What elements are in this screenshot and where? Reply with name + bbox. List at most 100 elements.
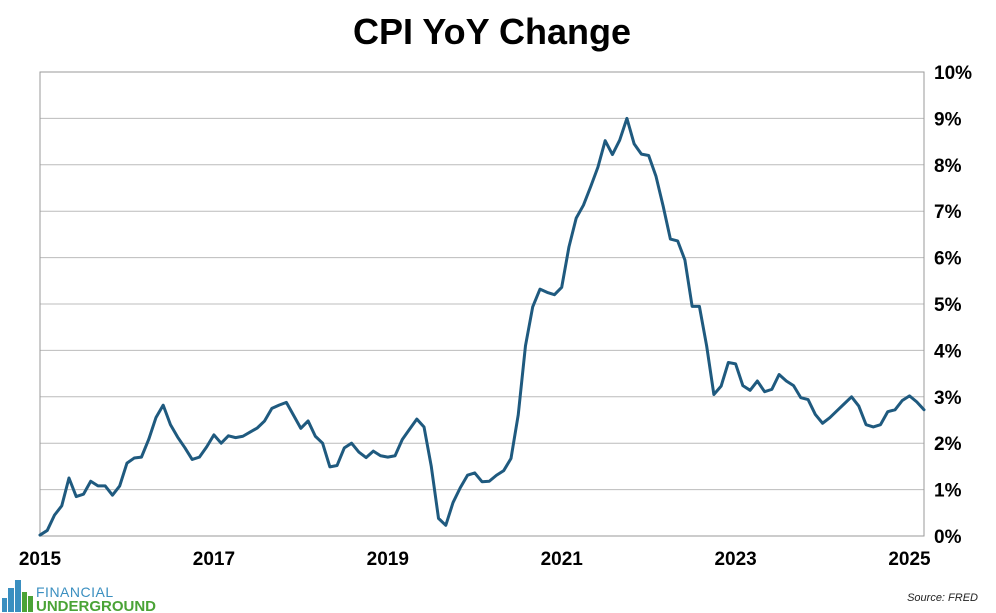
y-tick-label: 10% (934, 63, 972, 84)
y-tick-label: 9% (934, 109, 962, 130)
data-point (894, 408, 896, 411)
data-point (343, 447, 346, 449)
data-point (430, 465, 433, 468)
data-point (387, 456, 389, 458)
data-point (39, 534, 41, 536)
data-point (169, 423, 172, 426)
data-point (285, 401, 288, 404)
data-point (307, 420, 309, 422)
data-point (365, 456, 367, 459)
data-point (147, 438, 150, 441)
data-point (415, 418, 418, 420)
series-line (38, 116, 926, 537)
data-point (263, 420, 266, 422)
data-point (111, 494, 114, 496)
data-point (256, 427, 259, 429)
data-point (836, 409, 838, 412)
data-point (850, 396, 853, 398)
data-point (676, 240, 679, 242)
data-point (727, 361, 730, 364)
data-point (778, 373, 780, 376)
x-tick-label: 2023 (714, 549, 756, 570)
data-point (350, 442, 353, 445)
data-point (568, 246, 570, 248)
data-point (213, 434, 215, 436)
logo-line2: UNDERGROUND (36, 598, 156, 613)
data-point (53, 514, 56, 516)
data-point (394, 454, 396, 457)
y-tick-label: 3% (934, 388, 962, 409)
y-tick-label: 6% (934, 249, 962, 270)
data-point (437, 517, 440, 520)
y-tick-label: 8% (934, 156, 962, 177)
x-tick-label: 2025 (888, 549, 931, 570)
data-point (915, 401, 918, 403)
data-point (473, 472, 476, 474)
data-point (495, 474, 498, 477)
data-point (249, 431, 251, 433)
data-point (908, 395, 911, 397)
data-point (742, 384, 744, 387)
data-point (68, 477, 70, 479)
data-point (604, 139, 606, 142)
data-point (821, 422, 824, 425)
data-point (133, 457, 135, 459)
data-point (771, 388, 773, 391)
data-point (481, 480, 483, 483)
data-point (618, 139, 621, 142)
data-point (292, 414, 295, 417)
data-point (553, 293, 556, 296)
data-point (560, 286, 563, 289)
data-point (242, 435, 244, 438)
data-point (60, 505, 63, 507)
data-point (872, 426, 875, 428)
data-point (82, 493, 85, 496)
data-point (792, 384, 795, 387)
data-point (886, 410, 889, 413)
series-group (38, 116, 926, 537)
data-point (843, 402, 846, 405)
logo-line1: FINANCIAL (36, 584, 114, 600)
data-point (89, 480, 92, 483)
data-point (488, 480, 491, 483)
data-point (379, 454, 382, 457)
data-point (97, 485, 99, 487)
data-point (807, 398, 809, 401)
data-point (611, 153, 614, 156)
data-point (524, 344, 527, 347)
data-point (539, 288, 541, 290)
data-point (300, 427, 302, 430)
data-point (879, 423, 882, 426)
y-tick-label: 1% (934, 481, 962, 502)
data-point (800, 396, 802, 399)
x-tick-label: 2017 (193, 549, 235, 570)
plot-area (39, 71, 925, 537)
data-point (684, 259, 686, 261)
data-point (444, 524, 447, 527)
data-point (408, 428, 411, 431)
data-point (691, 305, 693, 308)
data-point (271, 407, 273, 410)
data-point (647, 154, 650, 157)
data-point (749, 389, 751, 392)
data-point (785, 380, 788, 382)
data-point (140, 456, 143, 458)
data-point (901, 399, 904, 402)
data-point (633, 143, 635, 145)
data-point (126, 462, 128, 464)
data-point (423, 426, 425, 428)
x-tick-label: 2021 (541, 549, 584, 570)
x-tick-label: 2019 (367, 549, 409, 570)
data-point (734, 363, 737, 365)
x-axis-ticks: 2015 2017 2019 2021 2023 2025 (19, 549, 931, 570)
data-point (314, 435, 317, 438)
data-point (763, 390, 766, 393)
data-point (814, 413, 817, 416)
data-point (713, 393, 715, 396)
data-point (597, 166, 599, 168)
y-axis-ticks: 0% 1% 2% 3% 4% 5% 6% 7% 8% 9% 10% (934, 63, 972, 548)
data-point (118, 485, 121, 487)
data-point (46, 529, 49, 532)
y-tick-label: 2% (934, 434, 962, 455)
